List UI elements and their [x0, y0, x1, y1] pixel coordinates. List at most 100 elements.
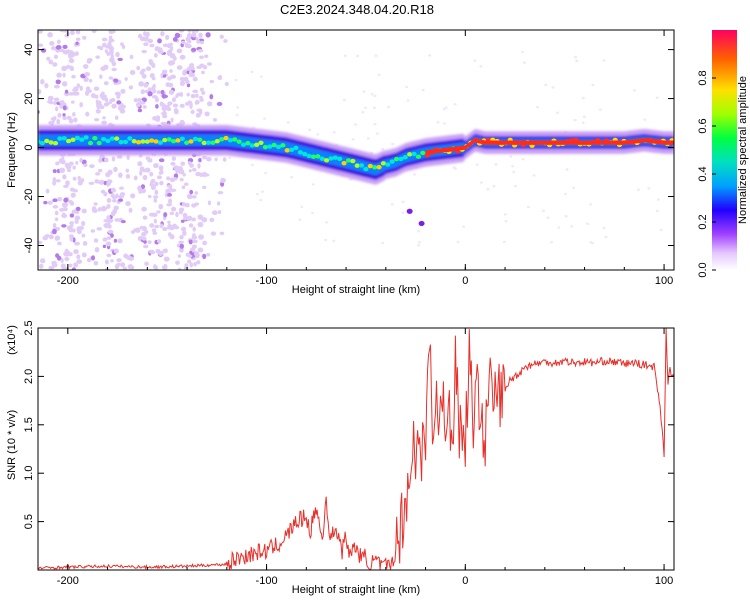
noise-speck [166, 107, 172, 112]
noise-speck [201, 70, 205, 75]
colorbar-tick-label: 0.8 [697, 70, 709, 85]
colorbar-tick-label: 0.0 [697, 262, 709, 277]
noise-speck [381, 241, 385, 245]
noise-speck [52, 177, 57, 183]
ridge-blob [297, 150, 303, 155]
noise-speck [81, 208, 87, 214]
noise-speck [188, 169, 192, 173]
ridge-blob [219, 137, 225, 142]
noise-speck [84, 90, 90, 96]
noise-speck [417, 230, 421, 233]
noise-speck [177, 254, 182, 258]
noise-speck [201, 217, 208, 223]
noise-speck [332, 239, 336, 243]
noise-speck [167, 193, 173, 197]
noise-speck [128, 256, 135, 261]
noise-speck [84, 71, 90, 77]
noise-speck [163, 264, 168, 269]
noise-speck [48, 234, 54, 240]
noise-speck [298, 218, 302, 221]
noise-speck [106, 204, 111, 209]
noise-speck [38, 30, 43, 34]
noise-speck [178, 30, 185, 33]
noise-speck [172, 223, 177, 228]
ridge-blob [319, 156, 325, 161]
spectrogram-x-tick-label: 100 [655, 275, 673, 287]
noise-speck [199, 87, 204, 92]
noise-speck [111, 103, 117, 109]
noise-speck [636, 188, 640, 191]
noise-speck [198, 158, 202, 163]
noise-speck [153, 181, 159, 187]
page-title: C2E3.2024.348.04.20.R18 [280, 2, 434, 17]
noise-speck [155, 104, 159, 109]
noise-speck [659, 228, 663, 232]
noise-speck [532, 174, 536, 177]
noise-speck [72, 176, 77, 181]
noise-speck [250, 70, 254, 74]
noise-speck [154, 96, 159, 103]
noise-speck [234, 78, 238, 82]
noise-speck [159, 223, 164, 229]
noise-speck [56, 72, 62, 78]
noise-speck [82, 240, 88, 246]
noise-speck [116, 258, 122, 263]
noise-speck [179, 247, 184, 253]
noise-speck [193, 261, 197, 267]
noise-speck [110, 259, 114, 263]
ridge-blob [114, 136, 120, 141]
noise-speck [135, 102, 141, 108]
noise-speck [118, 172, 123, 178]
snr-y-tick-label: 0.5 [23, 514, 35, 529]
ridge-blob [39, 140, 45, 146]
noise-speck [179, 103, 185, 108]
noise-speck [69, 187, 75, 192]
noise-speck [116, 154, 123, 159]
ridge-blob [354, 163, 360, 168]
noise-speck [94, 246, 100, 253]
noise-speck [544, 83, 548, 87]
ridge-blob [310, 154, 317, 159]
noise-speck [124, 77, 128, 81]
noise-speck [364, 106, 368, 109]
noise-speck [190, 66, 195, 71]
noise-speck [137, 97, 142, 103]
noise-speck [655, 96, 659, 99]
noise-speck [165, 34, 170, 40]
noise-speck [93, 202, 98, 206]
ridge-blob [328, 156, 334, 161]
noise-speck [565, 168, 569, 171]
noise-speck [235, 113, 239, 117]
noise-speck [69, 237, 74, 242]
noise-speck [220, 177, 226, 184]
noise-speck [602, 226, 606, 230]
noise-speck [49, 41, 55, 46]
noise-speck [110, 187, 117, 193]
noise-speck [161, 111, 167, 116]
snr-y-ticks: 0.5 1.0 1.5 2.0 2.5 [23, 320, 674, 529]
ridge-blob [332, 155, 338, 160]
snr-frame [37, 327, 675, 571]
noise-speck [135, 227, 141, 233]
noise-speck [186, 83, 191, 88]
noise-speck [224, 81, 229, 87]
noise-speck [115, 193, 119, 199]
noise-speck [74, 219, 79, 224]
noise-speck [56, 118, 61, 125]
snr-x-ticks: -200 -100 0 100 [57, 328, 673, 587]
noise-speck [168, 198, 173, 204]
noise-speck [83, 64, 89, 69]
noise-speck [191, 217, 196, 222]
noise-speck [47, 95, 54, 101]
noise-speck [195, 36, 199, 41]
noise-speck [185, 79, 190, 85]
ridge-blob [302, 151, 308, 157]
ridge-blob [100, 137, 107, 142]
noise-speck [188, 70, 193, 75]
noise-speck [81, 159, 87, 165]
noise-speck [156, 210, 161, 214]
noise-speck [311, 183, 315, 186]
noise-speck [173, 108, 179, 113]
noise-speck [55, 179, 61, 183]
noise-speck [66, 225, 73, 231]
